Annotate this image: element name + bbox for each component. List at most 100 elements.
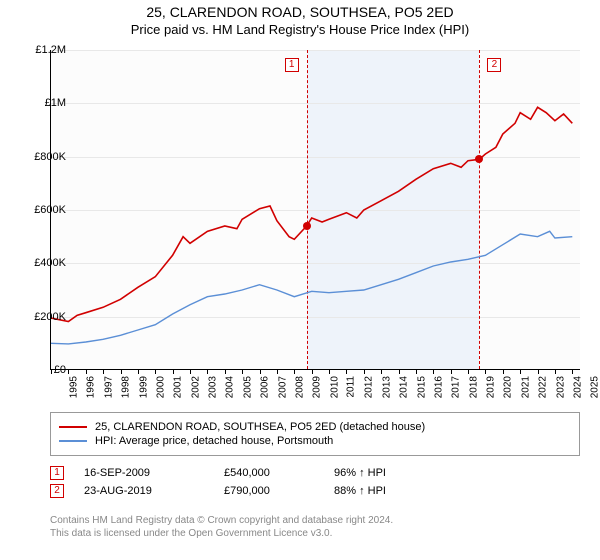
x-axis-label: 2016 [433, 376, 444, 398]
x-tick [207, 370, 208, 374]
x-tick [433, 370, 434, 374]
x-tick [68, 370, 69, 374]
chart-plot-area: 12 [50, 50, 580, 370]
x-tick [572, 370, 573, 374]
x-tick [538, 370, 539, 374]
x-axis-label: 2023 [555, 376, 566, 398]
x-tick [121, 370, 122, 374]
y-axis-label: £0 [54, 364, 66, 376]
sale-dot [475, 155, 483, 163]
sale-price: £540,000 [224, 467, 334, 479]
y-axis-label: £1M [45, 97, 66, 109]
sale-price: £790,000 [224, 485, 334, 497]
x-axis-label: 2004 [225, 376, 236, 398]
legend-swatch [59, 426, 87, 428]
x-tick [86, 370, 87, 374]
sale-marker-box: 1 [285, 58, 299, 72]
x-axis-label: 2024 [572, 376, 583, 398]
sale-row: 2 23-AUG-2019 £790,000 88% ↑ HPI [50, 484, 580, 498]
x-axis-label: 1998 [120, 376, 131, 398]
x-axis-label: 2012 [364, 376, 375, 398]
x-axis-label: 1996 [86, 376, 97, 398]
series-hpi [51, 231, 572, 344]
legend-label: 25, CLARENDON ROAD, SOUTHSEA, PO5 2ED (d… [95, 421, 425, 433]
legend-swatch [59, 440, 87, 442]
x-axis-label: 1999 [138, 376, 149, 398]
x-tick [503, 370, 504, 374]
x-axis-label: 2010 [329, 376, 340, 398]
sales-table: 1 16-SEP-2009 £540,000 96% ↑ HPI 2 23-AU… [50, 462, 580, 502]
x-axis-label: 2001 [173, 376, 184, 398]
x-axis-label: 1997 [103, 376, 114, 398]
x-axis-label: 2015 [416, 376, 427, 398]
x-tick [468, 370, 469, 374]
legend-label: HPI: Average price, detached house, Port… [95, 435, 333, 447]
x-tick [277, 370, 278, 374]
y-axis-label: £200K [34, 311, 66, 323]
x-tick [451, 370, 452, 374]
x-tick [485, 370, 486, 374]
chart-container: 25, CLARENDON ROAD, SOUTHSEA, PO5 2ED Pr… [0, 0, 600, 560]
x-tick [329, 370, 330, 374]
sale-marker-icon: 1 [50, 466, 64, 480]
legend: 25, CLARENDON ROAD, SOUTHSEA, PO5 2ED (d… [50, 412, 580, 456]
x-axis-label: 2008 [294, 376, 305, 398]
x-tick [381, 370, 382, 374]
x-tick [51, 370, 52, 374]
sale-row: 1 16-SEP-2009 £540,000 96% ↑ HPI [50, 466, 580, 480]
x-tick [312, 370, 313, 374]
x-axis-label: 2000 [155, 376, 166, 398]
series-property [51, 107, 572, 321]
x-axis-label: 2011 [346, 376, 357, 398]
y-axis-label: £800K [34, 151, 66, 163]
title-line2: Price paid vs. HM Land Registry's House … [0, 22, 600, 37]
x-axis-label: 2018 [468, 376, 479, 398]
footer: Contains HM Land Registry data © Crown c… [50, 514, 580, 540]
x-axis-label: 2003 [207, 376, 218, 398]
x-tick [520, 370, 521, 374]
x-axis-label: 2025 [590, 376, 600, 398]
chart-lines [51, 50, 581, 370]
sale-marker-box: 2 [487, 58, 501, 72]
x-axis-label: 2019 [485, 376, 496, 398]
x-tick [294, 370, 295, 374]
x-axis-label: 2022 [537, 376, 548, 398]
x-tick [190, 370, 191, 374]
x-tick [346, 370, 347, 374]
title-line1: 25, CLARENDON ROAD, SOUTHSEA, PO5 2ED [0, 4, 600, 20]
x-axis-label: 2014 [398, 376, 409, 398]
y-axis-label: £600K [34, 204, 66, 216]
x-axis-label: 2021 [520, 376, 531, 398]
sale-date: 23-AUG-2019 [84, 485, 224, 497]
x-tick [399, 370, 400, 374]
footer-line2: This data is licensed under the Open Gov… [50, 527, 580, 540]
x-tick [242, 370, 243, 374]
sale-marker-icon: 2 [50, 484, 64, 498]
legend-item-property: 25, CLARENDON ROAD, SOUTHSEA, PO5 2ED (d… [59, 421, 571, 433]
x-tick [138, 370, 139, 374]
x-tick [173, 370, 174, 374]
sale-hpi: 88% ↑ HPI [334, 485, 454, 497]
x-axis-label: 2017 [451, 376, 462, 398]
y-axis-label: £400K [34, 257, 66, 269]
footer-line1: Contains HM Land Registry data © Crown c… [50, 514, 580, 527]
x-axis-label: 2002 [190, 376, 201, 398]
title-block: 25, CLARENDON ROAD, SOUTHSEA, PO5 2ED Pr… [0, 0, 600, 39]
x-axis-label: 2020 [503, 376, 514, 398]
x-tick [103, 370, 104, 374]
x-tick [416, 370, 417, 374]
sale-hpi: 96% ↑ HPI [334, 467, 454, 479]
x-axis-label: 2009 [312, 376, 323, 398]
x-axis-label: 2006 [259, 376, 270, 398]
x-tick [555, 370, 556, 374]
x-axis-label: 2007 [277, 376, 288, 398]
x-tick [155, 370, 156, 374]
x-tick [260, 370, 261, 374]
x-tick [364, 370, 365, 374]
legend-item-hpi: HPI: Average price, detached house, Port… [59, 435, 571, 447]
x-axis-label: 2013 [381, 376, 392, 398]
sale-dot [303, 222, 311, 230]
sale-date: 16-SEP-2009 [84, 467, 224, 479]
x-axis-label: 1995 [68, 376, 79, 398]
x-axis-label: 2005 [242, 376, 253, 398]
